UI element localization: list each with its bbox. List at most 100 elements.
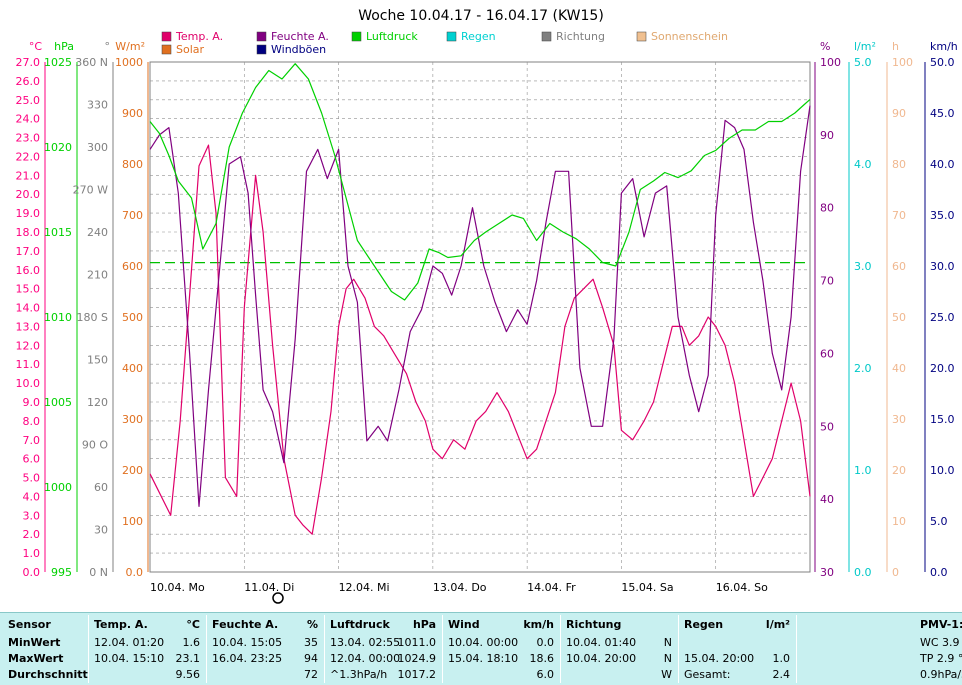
axis-tick-label: 100: [122, 515, 143, 528]
x-tick-label: 15.04. Sa: [621, 581, 673, 594]
rain-max-value: 1.0: [772, 652, 791, 665]
x-tick-label: 16.04. So: [716, 581, 768, 594]
axis-tick-label: 25.0: [16, 94, 41, 107]
axis-tick-label: 80: [892, 158, 906, 171]
legend-label: Windböen: [271, 43, 326, 56]
axis-tick-label: 18.0: [16, 226, 41, 239]
axis-unit-label: h: [892, 40, 899, 53]
axis-tick-label: 3.0: [854, 260, 872, 273]
y-axes: 0.0 1.0 2.0 3.0 4.0 5.0 6.0 7.0 8.0 9.0 10.0 11.0 12…: [16, 40, 958, 579]
wind-min-value: 0.0: [536, 636, 555, 649]
wind-max-time: 15.04. 18:10: [448, 652, 519, 665]
avg-label: Durchschnitt: [8, 668, 88, 681]
dir-min-value: N: [663, 636, 672, 649]
hum-avg-value: 72: [304, 668, 318, 681]
axis-tick-label: 19.0: [16, 207, 41, 220]
axis-tick-label: 50.0: [930, 56, 955, 69]
axis-tick-label: 10.0: [930, 464, 955, 477]
axis-tick-label: 240: [87, 226, 108, 239]
max-label: MaxWert: [8, 652, 64, 665]
axis-tick-label: 13.0: [16, 320, 41, 333]
axis-tick-label: 35.0: [930, 209, 955, 222]
axis-tick-label: 0.0: [854, 566, 872, 579]
axis-tick-label: 1020: [44, 141, 72, 154]
axis-unit-label: l/m²: [854, 40, 876, 53]
axis-unit-label: hPa: [54, 40, 74, 53]
dir-avg-value: W: [661, 668, 672, 681]
axis-tick-label: 30: [820, 566, 834, 579]
dir-max-value: N: [663, 652, 672, 665]
temp-max-value: 23.1: [175, 652, 201, 665]
axis-tick-label: 1010: [44, 311, 72, 324]
axis-tick-label: 3.0: [23, 509, 41, 522]
axis-tick-label: 15.0: [930, 413, 955, 426]
press-max-time: 12.04. 00:00: [330, 652, 401, 665]
press-min-time: 13.04. 02:55: [330, 636, 401, 649]
axis-tick-label: 5.0: [854, 56, 872, 69]
gridlines: [150, 62, 810, 572]
dir-header: Richtung: [566, 618, 622, 631]
axis-tick-label: 60: [94, 481, 108, 494]
axis-tick-label: 6.0: [23, 453, 41, 466]
axis-tick-label: 330: [87, 99, 108, 112]
x-tick-label: 14.04. Fr: [527, 581, 576, 594]
axis-tick-label: 20.0: [16, 188, 41, 201]
axis-tick-label: 70: [892, 209, 906, 222]
legend-swatch: [541, 31, 552, 42]
axis-tick-label: 12.0: [16, 339, 41, 352]
axis-unit-label: km/h: [930, 40, 958, 53]
axis-tick-label: 900: [122, 107, 143, 120]
axis-tick-label: 150: [87, 354, 108, 367]
legend-swatch: [256, 44, 267, 55]
legend-label: Sonnenschein: [651, 30, 728, 43]
axis-tick-label: 30.0: [930, 260, 955, 273]
axis-tick-label: 400: [122, 362, 143, 375]
axis-tick-label: 2.0: [854, 362, 872, 375]
axis-tick-label: 50: [820, 420, 834, 433]
axis-tick-label: 2.0: [23, 528, 41, 541]
axis-tick-label: 60: [892, 260, 906, 273]
axis-tick-label: 1025: [44, 56, 72, 69]
series-line: [149, 63, 811, 301]
axis-tick-label: 0.0: [126, 566, 144, 579]
axis-tick-label: 15.0: [16, 283, 41, 296]
x-tick-label: 12.04. Mi: [339, 581, 390, 594]
press-min-value: 1011.0: [397, 636, 437, 649]
axis-tick-label: 200: [122, 464, 143, 477]
x-tick-label: 10.04. Mo: [150, 581, 205, 594]
temp-min-value: 1.6: [182, 636, 201, 649]
axis-tick-label: 24.0: [16, 113, 41, 126]
axis-tick-label: 1000: [44, 481, 72, 494]
axis-tick-label: 4.0: [854, 158, 872, 171]
x-tick-label: 13.04. Do: [433, 581, 487, 594]
axis-tick-label: 40: [820, 493, 834, 506]
axis-tick-label: 4.0: [23, 490, 41, 503]
axis-unit-label: %: [820, 40, 830, 53]
axis-tick-label: 25.0: [930, 311, 955, 324]
axis-tick-label: 1.0: [854, 464, 872, 477]
axis-tick-label: 27.0: [16, 56, 41, 69]
axis-tick-label: 40.0: [930, 158, 955, 171]
legend-label: Feuchte A.: [271, 30, 329, 43]
axis-tick-label: 8.0: [23, 415, 41, 428]
axis-tick-label: 100: [892, 56, 913, 69]
axis-tick-label: 80: [820, 202, 834, 215]
legend: Temp. A.Solar Feuchte A.Windböen Luftdruck…: [161, 30, 728, 56]
axis-tick-label: 16.0: [16, 264, 41, 277]
axis-tick-label: 5.0: [930, 515, 948, 528]
temp-header: Temp. A.: [94, 618, 148, 631]
pmv-header: PMV-1:: [920, 618, 962, 631]
axis-tick-label: 0.0: [23, 566, 41, 579]
legend-label: Richtung: [556, 30, 605, 43]
axis-tick-label: 26.0: [16, 75, 41, 88]
axis-tick-label: 800: [122, 158, 143, 171]
axis-tick-label: 11.0: [16, 358, 41, 371]
data-series: [149, 63, 811, 535]
rain-max-time: 15.04. 20:00: [684, 652, 755, 665]
hum-max-value: 94: [304, 652, 318, 665]
axis-tick-label: 0.0: [930, 566, 948, 579]
axis-tick-label: 50: [892, 311, 906, 324]
axis-tick-label: 5.0: [23, 472, 41, 485]
axis-tick-label: 7.0: [23, 434, 41, 447]
axis-tick-label: 0 N: [89, 566, 108, 579]
